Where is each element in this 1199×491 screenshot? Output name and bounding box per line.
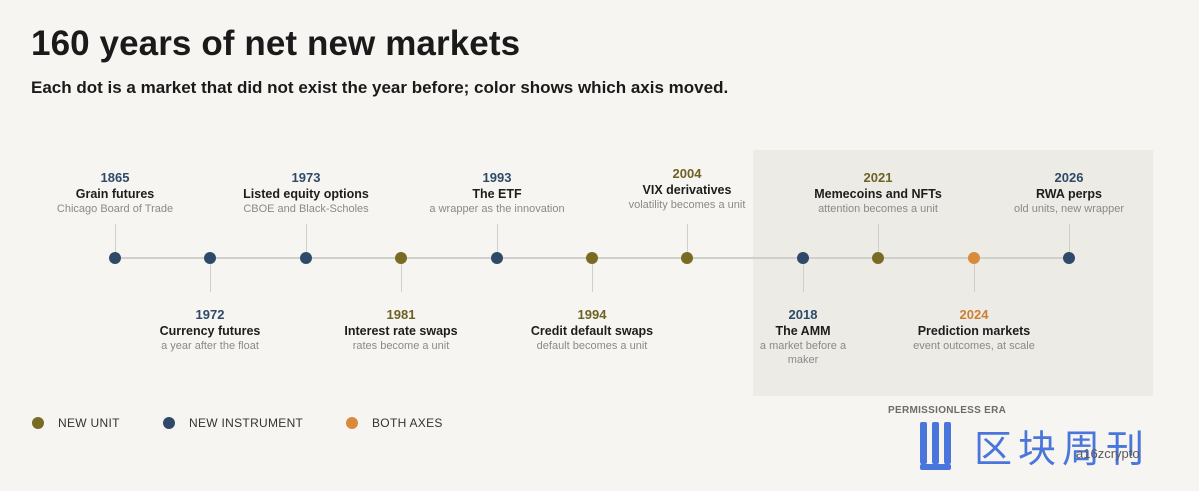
event-dot-2024 (968, 252, 980, 264)
legend-item-new-unit: NEW UNIT (32, 416, 120, 430)
event-dot-1994 (586, 252, 598, 264)
event-stem (115, 224, 116, 258)
event-stem (687, 224, 688, 258)
event-label-1994: 1994 Credit default swaps default becomes … (502, 307, 682, 353)
event-name: RWA perps (1036, 187, 1102, 201)
event-label-2004: 2004 VIX derivatives volatility becomes a … (597, 166, 777, 212)
legend-label: BOTH AXES (372, 416, 443, 430)
event-stem (306, 224, 307, 258)
event-stem (878, 224, 879, 258)
event-label-2021: 2021 Memecoins and NFTs attention becomes … (788, 170, 968, 216)
event-description: attention becomes a unit (818, 203, 938, 215)
page-title: 160 years of net new markets (31, 24, 521, 63)
event-label-2026: 2026 RWA perps old units, new wrapper (979, 170, 1159, 216)
event-name: Currency futures (159, 324, 261, 338)
permissionless-era-region (753, 150, 1153, 396)
event-description: volatility becomes a unit (628, 199, 746, 211)
event-dot-2026 (1063, 252, 1075, 264)
event-label-2018: 2018 The AMM a market before a maker (748, 307, 858, 367)
event-description: rates become a unit (352, 340, 450, 352)
watermark-logo-icon: 区块周刊 (920, 422, 1150, 471)
event-dot-1993 (491, 252, 503, 264)
event-year: 2024 (959, 307, 989, 322)
event-name: VIX derivatives (642, 183, 732, 197)
legend-dot (32, 417, 44, 429)
event-year: 2021 (863, 170, 893, 185)
event-dot-1972 (204, 252, 216, 264)
legend-item-new-instrument: NEW INSTRUMENT (163, 416, 303, 430)
event-name: Credit default swaps (530, 324, 654, 338)
event-description: a market before a maker (759, 340, 847, 366)
event-name: Prediction markets (917, 324, 1031, 338)
event-stem (592, 258, 593, 292)
event-description: a year after the float (161, 340, 259, 352)
event-description: CBOE and Black-Scholes (243, 203, 369, 215)
event-year: 2026 (1054, 170, 1084, 185)
event-stem (974, 258, 975, 292)
svg-text:区块周刊: 区块周刊 (974, 427, 1150, 471)
legend-dot (346, 417, 358, 429)
event-stem (497, 224, 498, 258)
event-dot-2021 (872, 252, 884, 264)
event-label-1993: 1993 The ETF a wrapper as the innovation (407, 170, 587, 216)
event-label-1972: 1972 Currency futures a year after the flo… (120, 307, 300, 353)
page-subtitle: Each dot is a market that did not exist … (31, 78, 729, 97)
event-dot-1865 (109, 252, 121, 264)
era-label: PERMISSIONLESS ERA (888, 405, 1007, 416)
event-year: 1973 (291, 170, 321, 185)
event-description: a wrapper as the innovation (429, 203, 565, 215)
event-year: 2018 (788, 307, 818, 322)
event-year: 1972 (195, 307, 225, 322)
legend-item-both-axes: BOTH AXES (346, 416, 443, 430)
event-year: 1865 (100, 170, 130, 185)
event-description: Chicago Board of Trade (56, 203, 174, 215)
event-name: Memecoins and NFTs (814, 187, 942, 201)
event-dot-1981 (395, 252, 407, 264)
event-dot-2018 (797, 252, 809, 264)
event-description: old units, new wrapper (1013, 203, 1125, 215)
event-description: default becomes a unit (536, 340, 648, 352)
event-year: 1994 (577, 307, 607, 322)
event-year: 1993 (482, 170, 512, 185)
event-description: event outcomes, at scale (913, 340, 1035, 352)
legend-label: NEW INSTRUMENT (189, 416, 304, 430)
event-name: The ETF (472, 187, 522, 201)
event-stem (1069, 224, 1070, 258)
event-label-1865: 1865 Grain futures Chicago Board of Trade (25, 170, 205, 216)
event-name: The AMM (775, 324, 831, 338)
event-year: 2004 (672, 166, 702, 181)
watermark-brand: a16zcrypto (1076, 446, 1140, 461)
event-stem (401, 258, 402, 292)
legend-label: NEW UNIT (58, 416, 120, 430)
event-name: Interest rate swaps (344, 324, 458, 338)
legend-dot (163, 417, 175, 429)
event-label-2024: 2024 Prediction markets event outcomes, at… (884, 307, 1064, 353)
event-dot-2004 (681, 252, 693, 264)
event-stem (803, 258, 804, 292)
event-name: Listed equity options (243, 187, 369, 201)
event-label-1973: 1973 Listed equity options CBOE and Black-… (216, 170, 396, 216)
event-name: Grain futures (75, 187, 155, 201)
event-stem (210, 258, 211, 292)
event-dot-1973 (300, 252, 312, 264)
event-label-1981: 1981 Interest rate swaps rates become a un… (311, 307, 491, 353)
event-year: 1981 (386, 307, 416, 322)
